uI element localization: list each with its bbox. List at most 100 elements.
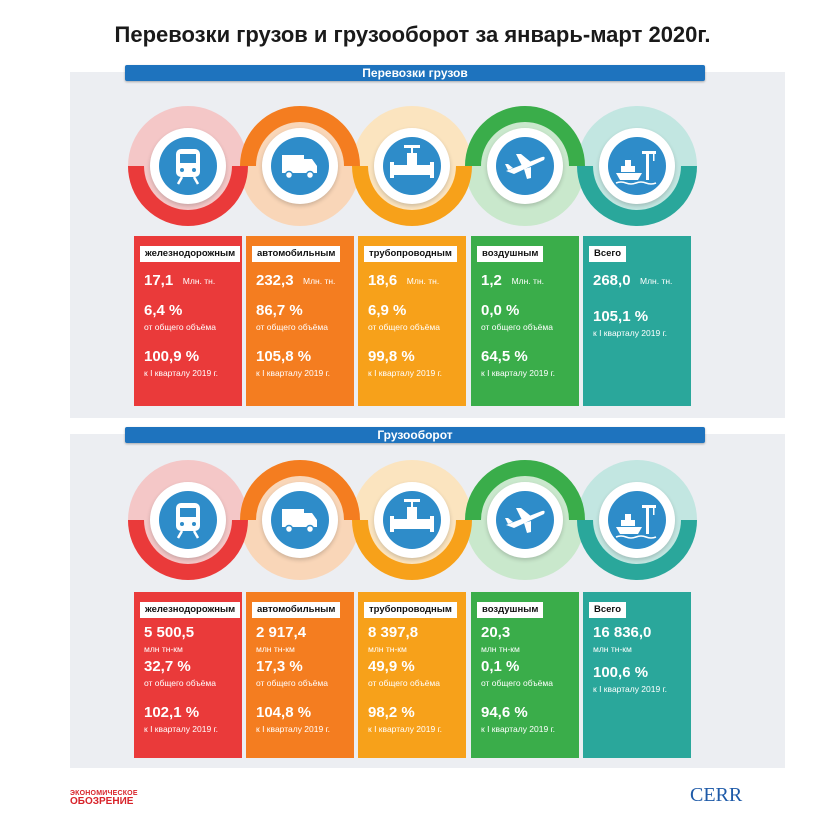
card-value-2: 32,7 % <box>144 658 191 675</box>
card-value-3: 64,5 % <box>481 348 528 365</box>
card-heading: трубопроводным <box>364 246 457 262</box>
turnover-card-auto: автомобильным 2 917,4 млн тн-км 17,3 % от об… <box>246 592 354 758</box>
turnover-icon-circle-pipe <box>374 482 450 558</box>
ship-port-icon <box>615 505 657 539</box>
freight-card-rail: железнодорожным 17,1 Млн. тн. 6,4 % от общег… <box>134 236 242 406</box>
card-caption-3: к I кварталу 2019 г. <box>144 368 219 378</box>
card-value-3: 102,1 % <box>144 704 200 721</box>
card-value-1: 18,6 <box>368 272 398 289</box>
card-caption-2: от общего объёма <box>256 678 328 688</box>
turnover-card-air: воздушным 20,3 млн тн-км 0,1 % от общего объ… <box>471 592 579 758</box>
card-caption-2: от общего объёма <box>144 322 216 332</box>
card-heading: воздушным <box>477 246 544 262</box>
card-caption-1: млн тн-км <box>256 644 295 654</box>
card-caption-3: к I кварталу 2019 г. <box>368 724 443 734</box>
pipeline-valve-icon <box>390 145 434 178</box>
card-heading: автомобильным <box>252 246 341 262</box>
card-value-2: 0,1 % <box>481 658 520 675</box>
card-value-3: 100,9 % <box>144 348 200 365</box>
card-value-2: 86,7 % <box>256 302 303 319</box>
airplane-icon <box>505 154 545 179</box>
truck-icon <box>282 509 317 534</box>
freight-icon-circle-auto <box>262 128 338 204</box>
freight-card-air: воздушным 1,2 Млн. тн. 0,0 % от общего объём… <box>471 236 579 406</box>
card-caption-1: Млн. тн. <box>182 276 216 286</box>
card-value-1: 8 397,8 <box>368 624 419 641</box>
card-value-3: 104,8 % <box>256 704 312 721</box>
card-caption-1: Млн. тн. <box>406 276 440 286</box>
freight-icon-circle-pipe <box>374 128 450 204</box>
card-value-2: 17,3 % <box>256 658 303 675</box>
section-freight-ribbon: Перевозки грузов <box>125 65 705 81</box>
card-caption-3: к I кварталу 2019 г. <box>368 368 443 378</box>
ship-port-icon <box>615 151 657 185</box>
card-heading: воздушным <box>477 602 544 618</box>
card-value-3: 94,6 % <box>481 704 528 721</box>
pipeline-valve-icon <box>390 499 434 532</box>
page-title: Перевозки грузов и грузооборот за январь… <box>114 22 711 47</box>
airplane-icon <box>505 508 545 533</box>
card-caption-1: млн тн-км <box>368 644 407 654</box>
card-value-3: 105,8 % <box>256 348 312 365</box>
freight-card-pipe: трубопроводным 18,6 Млн. тн. 6,9 % от общего… <box>358 236 466 406</box>
ekonomicheskoe-obozrenie-logo: ЭКОНОМИЧЕСКОЕ ОБОЗРЕНИЕ <box>70 790 154 810</box>
card-value-1: 1,2 <box>481 272 502 289</box>
freight-icon-circle-rail <box>150 128 226 204</box>
card-caption-1: млн тн-км <box>144 644 183 654</box>
card-value-1: 268,0 <box>593 272 631 289</box>
card-heading: Всего <box>589 602 627 618</box>
card-caption-3: к I кварталу 2019 г. <box>481 368 556 378</box>
card-caption-1: Млн. тн. <box>640 276 673 286</box>
card-heading: трубопроводным <box>364 602 457 618</box>
card-caption-2: к I кварталу 2019 г. <box>593 684 668 694</box>
freight-icon-disc-total <box>608 137 666 195</box>
card-caption-3: к I кварталу 2019 г. <box>144 724 219 734</box>
truck-icon <box>282 155 317 180</box>
card-value-2: 6,9 % <box>368 302 407 319</box>
logo-line-2: ОБОЗРЕНИЕ <box>70 796 134 807</box>
card-caption-2: от общего объёма <box>144 678 216 688</box>
card-heading: Всего <box>589 246 627 262</box>
card-value-2: 49,9 % <box>368 658 415 675</box>
turnover-icon-disc-total <box>608 491 666 549</box>
freight-icon-circle-total <box>599 128 675 204</box>
cerr-logo: CERR <box>690 784 743 806</box>
turnover-icon-circle-total <box>599 482 675 558</box>
card-value-2: 6,4 % <box>144 302 183 319</box>
turnover-card-rail: железнодорожным 5 500,5 млн тн-км 32,7 % от … <box>134 592 242 758</box>
card-heading: железнодорожным <box>140 246 241 262</box>
card-caption-1: млн тн-км <box>481 644 520 654</box>
freight-card-auto: автомобильным 232,3 Млн. тн. 86,7 % от общег… <box>246 236 354 406</box>
card-heading: автомобильным <box>252 602 341 618</box>
card-value-3: 98,2 % <box>368 704 415 721</box>
turnover-card-pipe: трубопроводным 8 397,8 млн тн-км 49,9 % от о… <box>358 592 466 758</box>
turnover-icon-circle-auto <box>262 482 338 558</box>
card-value-1: 17,1 <box>144 272 174 289</box>
train-icon <box>176 149 200 185</box>
card-caption-2: от общего объёма <box>256 322 328 332</box>
card-value-2: 0,0 % <box>481 302 520 319</box>
card-value-1: 5 500,5 <box>144 624 195 641</box>
card-value-1: 2 917,4 <box>256 624 307 641</box>
card-heading: железнодорожным <box>140 602 241 618</box>
train-icon <box>176 503 200 539</box>
section-turnover-ribbon: Грузооборот <box>125 427 705 443</box>
turnover-icon-circle-rail <box>150 482 226 558</box>
logo-line-1: ЭКОНОМИЧЕСКОЕ <box>70 790 138 797</box>
card-caption-3: к I кварталу 2019 г. <box>256 368 331 378</box>
card-caption-2: от общего объёма <box>481 322 553 332</box>
card-caption-1: Млн. тн. <box>303 276 336 286</box>
card-caption-2: от общего объёма <box>368 678 440 688</box>
card-caption-1: млн тн-км <box>593 644 632 654</box>
freight-icon-circle-air <box>487 128 563 204</box>
card-caption-2: от общего объёма <box>481 678 553 688</box>
card-caption-3: к I кварталу 2019 г. <box>256 724 331 734</box>
card-value-2: 105,1 % <box>593 308 649 325</box>
card-caption-2: от общего объёма <box>368 322 440 332</box>
freight-card-total: Всего 268,0 Млн. тн. 105,1 % к I кварталу 20… <box>583 236 691 406</box>
turnover-card-total: Всего 16 836,0 млн тн-км 100,6 % к I квартал… <box>583 592 691 758</box>
turnover-icon-circle-air <box>487 482 563 558</box>
card-caption-2: к I кварталу 2019 г. <box>593 328 668 338</box>
card-value-1: 232,3 <box>256 272 294 289</box>
card-value-1: 20,3 <box>481 624 511 641</box>
